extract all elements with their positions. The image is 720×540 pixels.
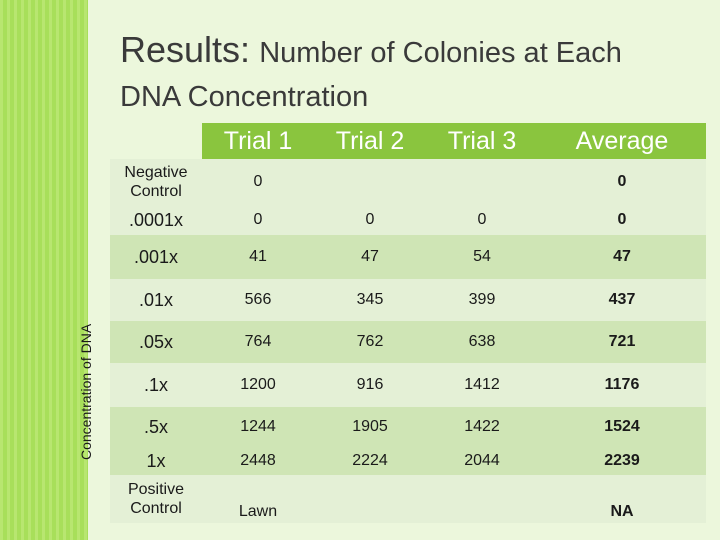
cell-trial-3: 1412 [426,363,538,407]
cell-trial-1: 2448 [202,447,314,475]
row-label: .5x [110,407,202,447]
cell-trial-1: 764 [202,321,314,363]
cell-trial-2: 762 [314,321,426,363]
header-trial-1: Trial 1 [202,123,314,159]
cell-trial-2: 2224 [314,447,426,475]
cell-average: 721 [538,321,706,363]
cell-trial-1: 0 [202,205,314,235]
header-trial-2: Trial 2 [314,123,426,159]
title-rest: Number of Colonies at Each [259,37,622,69]
header-trial-3: Trial 3 [426,123,538,159]
cell-trial-1: Lawn [202,475,314,523]
row-label: 1x [110,447,202,475]
cell-trial-1: 41 [202,235,314,279]
table-row: .5x 1244 1905 1422 1524 [110,407,706,447]
table-row: .001x 41 47 54 47 [110,235,706,279]
cell-trial-3: 638 [426,321,538,363]
cell-trial-3: 0 [426,205,538,235]
row-label: .001x [110,235,202,279]
slide-title: Results: Number of Colonies at Each DNA … [120,28,700,119]
table-row: .1x 1200 916 1412 1176 [110,363,706,407]
row-label: .05x [110,321,202,363]
header-blank [110,123,202,159]
cell-trial-2: 47 [314,235,426,279]
cell-trial-2 [314,159,426,205]
cell-average: 0 [538,205,706,235]
header-average: Average [538,123,706,159]
cell-trial-1: 566 [202,279,314,321]
cell-trial-3: 1422 [426,407,538,447]
cell-trial-1: 1200 [202,363,314,407]
cell-trial-2: 345 [314,279,426,321]
cell-trial-2: 1905 [314,407,426,447]
cell-average: 47 [538,235,706,279]
row-label: .1x [110,363,202,407]
cell-trial-2 [314,475,426,523]
cell-average: 0 [538,159,706,205]
title-line2: DNA Concentration [120,81,369,113]
cell-average: NA [538,475,706,523]
table-row: .0001x 0 0 0 0 [110,205,706,235]
cell-average: 1524 [538,407,706,447]
cell-average: 437 [538,279,706,321]
cell-trial-2: 0 [314,205,426,235]
table-row: Positive Control Lawn NA [110,475,706,523]
cell-trial-3 [426,159,538,205]
cell-average: 2239 [538,447,706,475]
y-axis-label: Concentration of DNA [78,323,94,460]
cell-trial-3: 2044 [426,447,538,475]
table-row: Negative Control 0 0 [110,159,706,205]
row-label: Negative Control [110,159,202,205]
table-row: .01x 566 345 399 437 [110,279,706,321]
results-table: Trial 1 Trial 2 Trial 3 Average Negative… [110,123,706,523]
table-row: 1x 2448 2224 2044 2239 [110,447,706,475]
title-lead: Results: [120,29,251,70]
cell-trial-3: 54 [426,235,538,279]
row-label: .0001x [110,205,202,235]
cell-trial-1: 0 [202,159,314,205]
cell-trial-3: 399 [426,279,538,321]
cell-trial-1: 1244 [202,407,314,447]
table-row: .05x 764 762 638 721 [110,321,706,363]
cell-trial-3 [426,475,538,523]
cell-trial-2: 916 [314,363,426,407]
table-header-row: Trial 1 Trial 2 Trial 3 Average [110,123,706,159]
row-label: .01x [110,279,202,321]
row-label: Positive Control [110,475,202,523]
cell-average: 1176 [538,363,706,407]
